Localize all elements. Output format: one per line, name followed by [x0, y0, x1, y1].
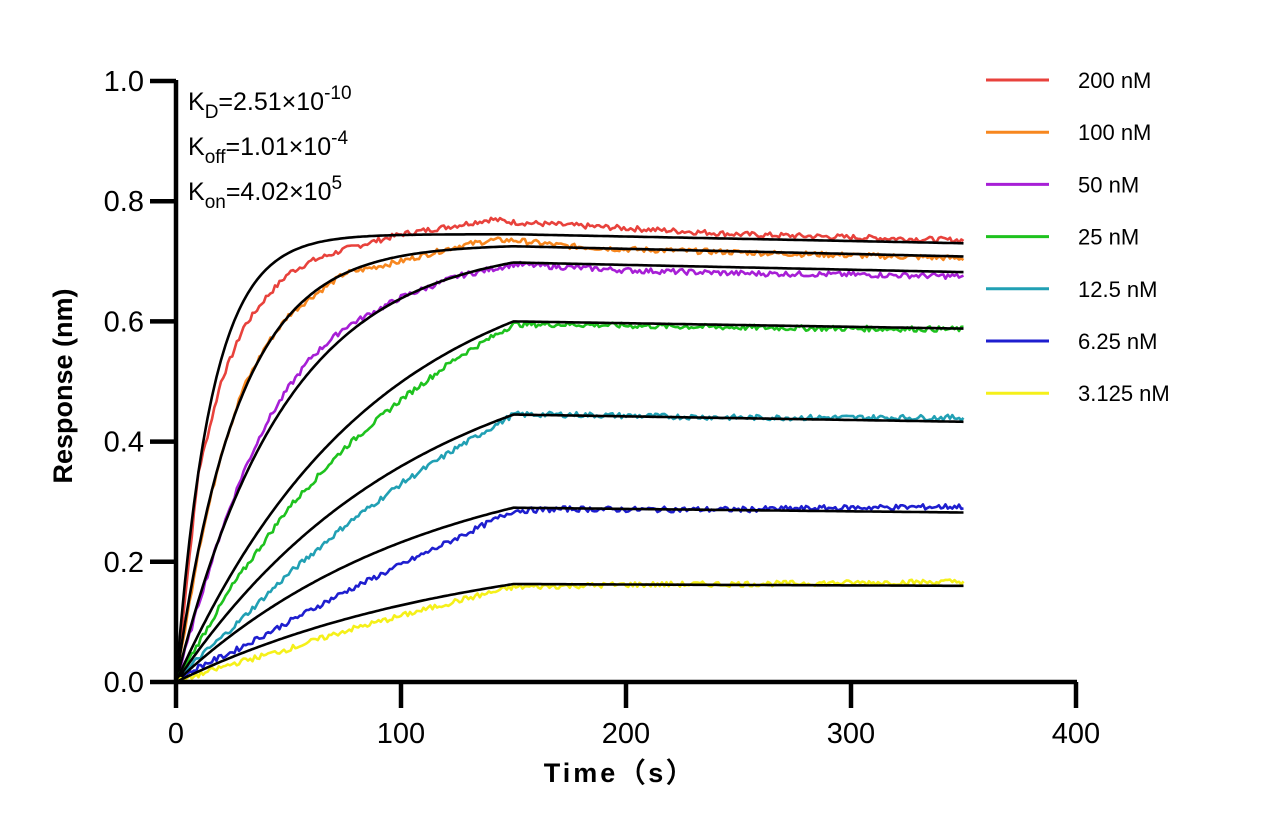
kinetic-constants: KD=2.51×10-10 Koff=1.01×10-4 Kon=4.02×105: [188, 83, 352, 213]
kinetic-constant: KD=2.51×10-10: [188, 83, 352, 123]
x-tick-label: 300: [827, 718, 875, 750]
legend-label-5: 6.25 nM: [1078, 329, 1158, 354]
fit-line-0: [174, 233, 964, 683]
series-line-1: [174, 236, 965, 683]
x-tick-label: 200: [602, 718, 650, 750]
y-tick-label: 0.6: [104, 306, 144, 338]
y-tick-label: 1.0: [104, 66, 144, 98]
series-line-3: [174, 320, 964, 683]
x-axis-label: Time（s）: [544, 758, 697, 788]
y-tick-label: 0.4: [104, 427, 144, 459]
fit-line-1: [174, 245, 964, 683]
series-line-0: [174, 216, 965, 683]
x-tick-label: 400: [1052, 718, 1100, 750]
series-line-6: [175, 578, 965, 684]
fit-line-4: [174, 413, 964, 683]
series-line-5: [175, 503, 964, 684]
fit-line-3: [174, 320, 964, 683]
legend-label-3: 25 nM: [1078, 225, 1139, 250]
series-line-4: [175, 410, 965, 684]
legend-label-2: 50 nM: [1078, 172, 1139, 197]
fit-line-6: [175, 582, 964, 684]
kinetic-constant: Kon=4.02×105: [188, 173, 342, 213]
y-tick-label: 0.2: [104, 547, 144, 579]
kinetic-constant: Koff=1.01×10-4: [188, 128, 348, 168]
legend-label-6: 3.125 nM: [1078, 381, 1170, 406]
legend-label-4: 12.5 nM: [1078, 277, 1158, 302]
y-tick-label: 0.0: [104, 667, 144, 699]
ticks-layer: 0 100 200 300 400 0.0 0.2 0.4 0.6 0.8 1.0: [104, 66, 1101, 750]
x-tick-label: 100: [377, 718, 425, 750]
legend-label-1: 100 nM: [1078, 120, 1151, 145]
curves-layer: [174, 216, 965, 684]
y-tick-label: 0.8: [104, 186, 144, 218]
fit-line-2: [174, 261, 964, 683]
fit-line-5: [175, 506, 964, 683]
legend: 200 nM 100 nM 50 nM 25 nM 12.5 nM 6.25 nM 3.12…: [986, 68, 1170, 406]
legend-label-0: 200 nM: [1078, 68, 1151, 93]
axes-layer: [173, 80, 1077, 685]
x-tick-label: 0: [168, 718, 184, 750]
series-line-2: [174, 260, 964, 683]
y-axis-label: Response (nm): [48, 288, 78, 483]
